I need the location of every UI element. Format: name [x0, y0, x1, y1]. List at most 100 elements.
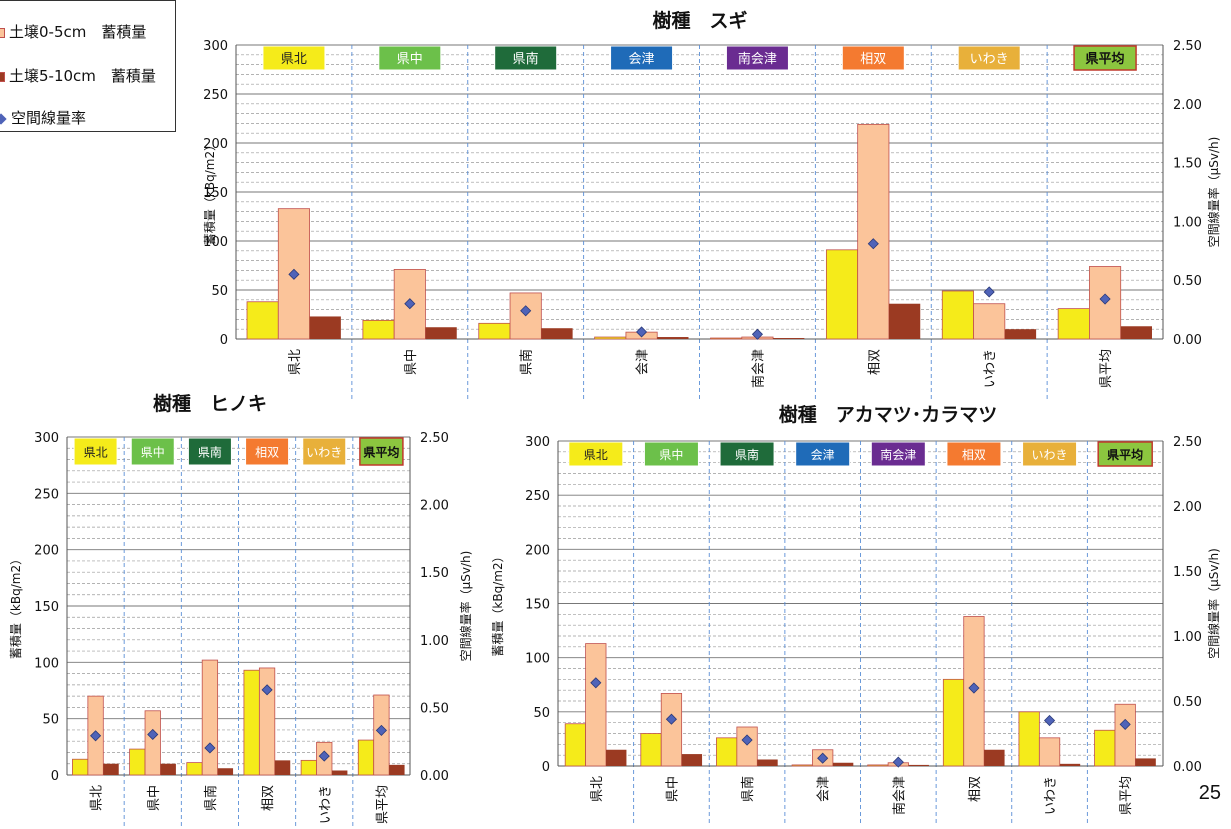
bar — [736, 726, 758, 767]
y2-tick-label: 0.00 — [420, 769, 449, 784]
bar — [984, 749, 1005, 766]
bar — [564, 723, 587, 767]
y-tick-label: 300 — [203, 39, 228, 54]
region-badge-label: 県北 — [84, 446, 108, 460]
y-tick-label: 250 — [34, 487, 59, 502]
legend-item-soil-5-10: 土壌5-10cm 蓄積量 — [0, 65, 156, 86]
y-axis-title: 蓄積量（kBq/m2） — [202, 139, 217, 245]
bar — [72, 758, 89, 776]
bar — [186, 762, 203, 776]
bar — [681, 754, 703, 766]
chart-title: 樹種 スギ — [652, 9, 747, 32]
bar — [1018, 711, 1040, 767]
bar — [362, 319, 395, 340]
bar — [1057, 308, 1090, 340]
y-tick-label: 50 — [42, 713, 59, 728]
bar — [716, 737, 738, 767]
bar — [425, 327, 457, 339]
y-tick-label: 0 — [542, 760, 550, 775]
dose-rate-point — [968, 682, 980, 694]
y2-axis-title: 空間線量率（μSv/h) — [458, 551, 473, 662]
region-badge — [262, 45, 326, 71]
region-badge — [1022, 441, 1078, 467]
bar — [103, 763, 119, 775]
bar — [825, 249, 859, 340]
x-category-label: 県中 — [665, 776, 680, 802]
x-category-label: 県平均 — [1099, 349, 1114, 388]
region-badge-label: 県平均 — [1107, 447, 1143, 462]
y-tick-label: 50 — [533, 706, 550, 721]
bar — [660, 693, 683, 767]
y2-tick-label: 2.00 — [1173, 98, 1202, 113]
region-badge — [302, 437, 347, 466]
y-tick-label: 50 — [211, 284, 228, 299]
y2-tick-label: 1.00 — [1173, 215, 1202, 230]
y-tick-label: 100 — [203, 235, 228, 250]
x-category-label: 県南 — [203, 785, 219, 811]
chart-title: 樹種 ヒノキ — [153, 392, 267, 415]
bar — [258, 667, 276, 776]
x-category-label: いわき — [318, 785, 333, 824]
region-badge — [610, 45, 674, 71]
x-category-label: 県南 — [740, 776, 756, 802]
region-badge — [359, 437, 404, 466]
y-tick-label: 150 — [34, 600, 59, 615]
region-badge-label: いわき — [306, 446, 342, 460]
region-badge — [378, 45, 442, 71]
bar — [1120, 326, 1152, 339]
region-badge-label: 相双 — [962, 448, 986, 462]
bar — [773, 338, 805, 339]
dose-rate-point — [867, 238, 879, 250]
y2-axis-title: 空間線量率（μSv/h) — [1206, 137, 1221, 248]
bar — [594, 336, 627, 340]
dose-rate-point — [520, 305, 532, 317]
legend-item-soil-0-5: 土壌0-5cm 蓄積量 — [0, 21, 146, 42]
dose-rate-point — [288, 268, 300, 280]
region-badge — [870, 441, 926, 467]
x-category-label: 県北 — [288, 349, 303, 375]
bar — [857, 123, 890, 340]
x-category-label: 県北 — [590, 776, 605, 802]
region-badge — [1097, 441, 1153, 467]
bar — [243, 669, 260, 776]
chart-title: 樹種 アカマツ･カラマツ — [779, 403, 998, 426]
x-category-label: 県中 — [404, 349, 419, 375]
bar — [160, 763, 176, 775]
y-tick-label: 200 — [34, 544, 59, 559]
x-category-label: いわき — [1044, 776, 1059, 815]
region-badge-label: 県南 — [198, 445, 222, 460]
bar — [1114, 703, 1136, 767]
dose-rate-point — [665, 713, 678, 725]
dose-rate-point — [1043, 714, 1056, 727]
legend-label: 土壌5-10cm 蓄積量 — [9, 67, 156, 85]
bar — [941, 290, 974, 340]
y2-tick-label: 1.00 — [1173, 630, 1202, 645]
y2-tick-label: 1.00 — [420, 634, 449, 649]
bar — [1135, 758, 1156, 766]
x-category-label: 県平均 — [375, 785, 390, 824]
dose-rate-point — [983, 286, 995, 298]
x-category-label: いわき — [983, 349, 998, 388]
bar — [541, 328, 573, 339]
y-tick-label: 150 — [525, 598, 550, 613]
region-badge-label: 県中 — [141, 445, 165, 460]
y2-tick-label: 0.50 — [420, 701, 449, 716]
y2-tick-label: 0.50 — [1173, 274, 1202, 289]
y2-tick-label: 0.50 — [1173, 695, 1202, 710]
bar — [585, 643, 607, 767]
y-tick-label: 250 — [525, 489, 550, 504]
region-badge-label: 県南 — [735, 447, 759, 462]
region-badge — [725, 45, 789, 71]
dose-rate-point — [817, 752, 829, 764]
region-badge — [946, 441, 1002, 467]
bar — [201, 659, 219, 776]
bar — [331, 770, 348, 775]
region-badge — [957, 45, 1021, 71]
bar — [357, 739, 375, 776]
x-category-label: 相双 — [968, 776, 983, 802]
dose-rate-point — [751, 328, 764, 340]
y2-tick-label: 2.50 — [1173, 435, 1202, 450]
bar — [888, 303, 921, 339]
x-category-label: 相双 — [261, 785, 276, 811]
